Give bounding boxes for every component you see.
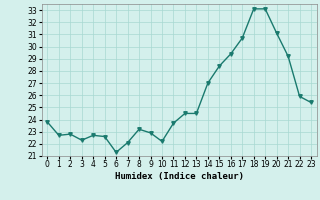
X-axis label: Humidex (Indice chaleur): Humidex (Indice chaleur): [115, 172, 244, 181]
